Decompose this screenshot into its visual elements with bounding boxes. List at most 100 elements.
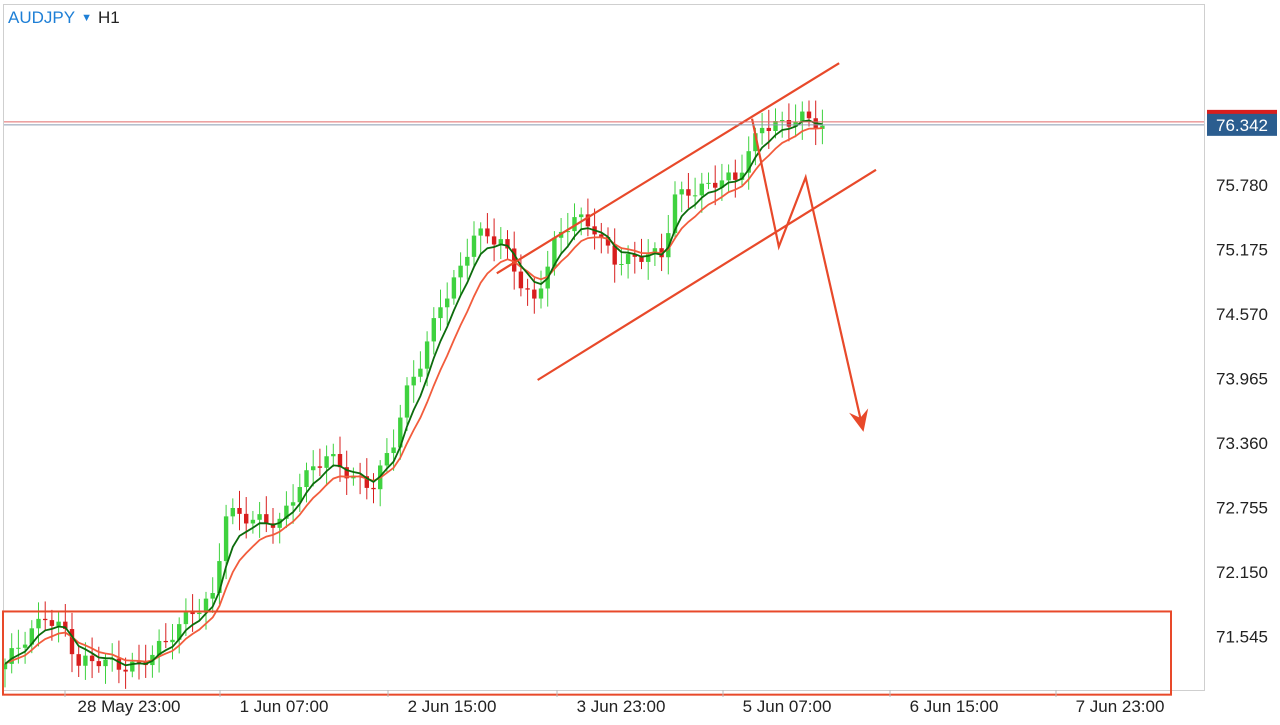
y-tick-label: 72.150: [1216, 563, 1268, 582]
candle-body: [43, 618, 48, 621]
candle: [398, 404, 403, 460]
candle: [297, 473, 302, 512]
candle: [512, 231, 517, 290]
candle-body: [639, 256, 644, 262]
candle-body: [585, 214, 591, 227]
candle: [612, 228, 617, 283]
candle-body: [692, 195, 698, 197]
candles-layer: [2, 100, 825, 689]
candle-body: [136, 661, 142, 663]
support-zone-rectangle[interactable]: [2, 610, 1172, 696]
y-tick-label: 72.755: [1216, 498, 1268, 517]
candle: [451, 269, 457, 305]
symbol-header[interactable]: AUDJPY ▼ H1: [8, 8, 120, 28]
candle-body: [505, 239, 510, 249]
x-tick-label: 5 Jun 07:00: [743, 697, 832, 716]
candle-body: [89, 655, 95, 662]
candle-body: [806, 111, 812, 119]
candle-body: [599, 234, 604, 238]
candle: [518, 254, 524, 297]
y-tick-label: 73.965: [1216, 369, 1268, 388]
candle-body: [438, 307, 443, 319]
symbol-name[interactable]: AUDJPY: [8, 8, 76, 27]
moving-average-slow: [4, 127, 823, 665]
candle-body: [706, 182, 711, 184]
candle-body: [311, 466, 316, 471]
candle-body: [646, 254, 651, 262]
candle: [170, 624, 175, 660]
candle-body: [237, 507, 242, 514]
candle-body: [780, 119, 785, 122]
candle: [572, 203, 577, 241]
candle-body: [116, 658, 122, 670]
current-price-label: 76.342: [1216, 116, 1268, 135]
timeframe-label[interactable]: H1: [97, 8, 120, 27]
candle-body: [793, 121, 798, 127]
x-tick-label: 3 Jun 23:00: [577, 697, 666, 716]
forecast-arrow-path[interactable]: [750, 118, 864, 429]
candle: [806, 100, 812, 127]
candle-body: [16, 647, 21, 649]
candle-body: [753, 133, 758, 152]
moving-averages-layer: [4, 119, 823, 667]
candle-body: [679, 189, 684, 195]
candle-body: [230, 507, 235, 517]
candle: [230, 498, 235, 525]
candle-body: [130, 661, 135, 672]
candle: [625, 245, 631, 279]
candle: [270, 507, 276, 544]
price-lines-layer: [4, 121, 1204, 126]
candle-body: [156, 640, 162, 655]
candle: [250, 510, 256, 534]
candle: [123, 657, 128, 689]
candle: [773, 108, 778, 139]
candle: [317, 448, 323, 477]
candle-body: [733, 172, 738, 180]
candle-body: [384, 453, 390, 466]
candle-body: [786, 119, 792, 127]
candle-body: [56, 621, 61, 626]
candle: [465, 238, 470, 280]
candle: [9, 633, 14, 674]
candle-body: [518, 271, 524, 289]
candle: [411, 360, 416, 403]
candle-body: [699, 183, 704, 196]
candle-body: [177, 624, 182, 640]
candle-body: [565, 231, 570, 233]
candle: [76, 646, 81, 677]
moving-average-fast: [4, 119, 823, 667]
candle-body: [652, 248, 658, 255]
channel-upper-line[interactable]: [496, 62, 840, 275]
triangle-down-icon[interactable]: ▼: [81, 12, 92, 24]
candle-body: [49, 620, 55, 626]
candle: [378, 460, 383, 507]
candle-body: [719, 180, 725, 188]
candle-body: [197, 612, 202, 615]
candle-body: [552, 237, 557, 267]
candle-body: [632, 254, 637, 257]
candle-body: [391, 447, 396, 454]
candle: [679, 181, 684, 213]
candle: [344, 450, 349, 495]
candle-body: [619, 264, 624, 266]
candle-body: [431, 318, 436, 342]
candle-body: [337, 454, 343, 468]
candle-body: [123, 669, 128, 672]
y-tick-label: 75.175: [1216, 240, 1268, 259]
candle: [713, 165, 718, 206]
candle-body: [746, 151, 751, 173]
candle: [237, 490, 242, 531]
y-tick-label: 75.780: [1216, 176, 1268, 195]
candle: [284, 491, 289, 529]
candle: [491, 218, 497, 262]
candle: [304, 462, 309, 503]
candle-body: [244, 513, 249, 524]
candle: [458, 252, 463, 295]
candle-body: [766, 127, 771, 132]
candle-body: [672, 194, 678, 234]
price-axis: 76.342 75.780 75.175 74.570 73.965 73.360 72.7…: [1207, 109, 1277, 647]
channel-lower-line[interactable]: [537, 168, 877, 381]
candle-body: [424, 341, 430, 369]
candle-body: [418, 368, 423, 377]
